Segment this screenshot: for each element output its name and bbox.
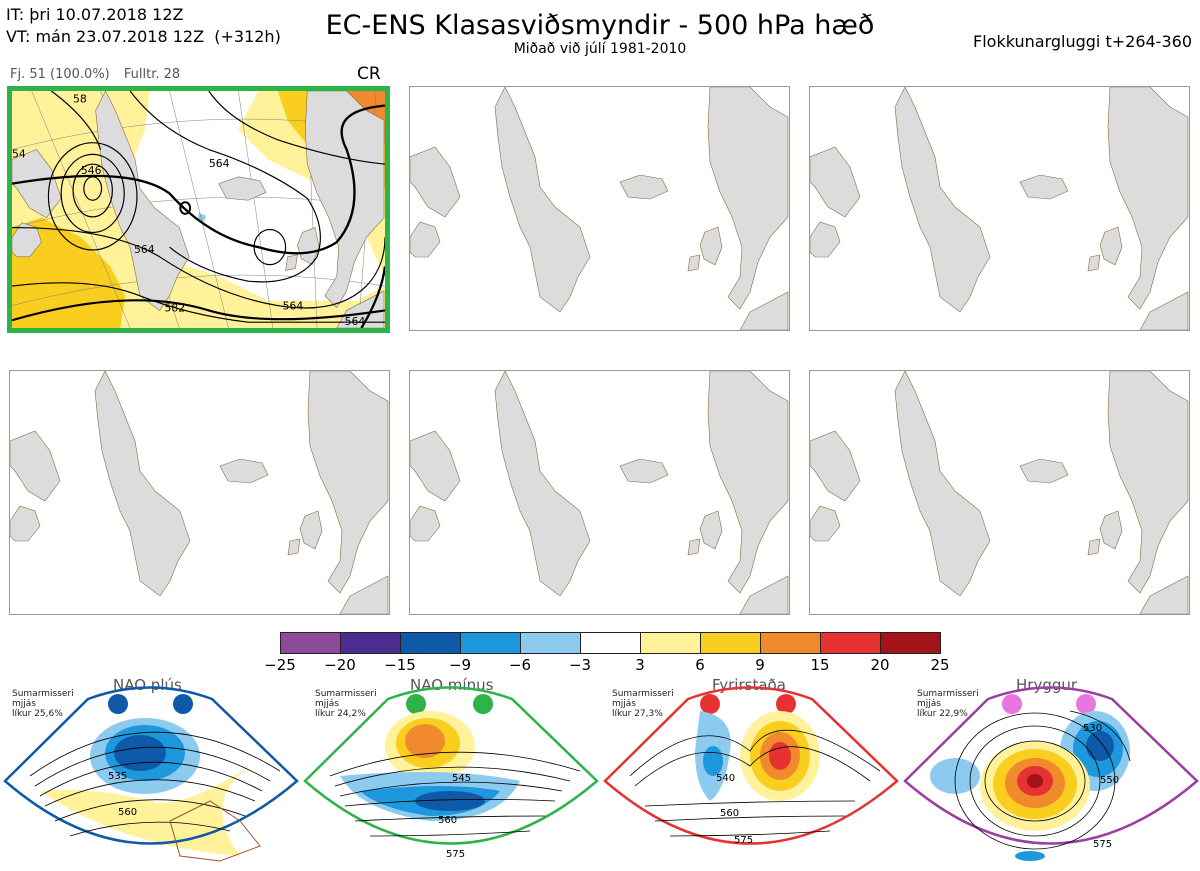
colorbar-tick: 15 bbox=[810, 656, 830, 674]
colorbar-cell bbox=[640, 632, 701, 654]
contour-label: 54 bbox=[12, 147, 26, 160]
colorbar-tick: 25 bbox=[930, 656, 950, 674]
colorbar-cell bbox=[880, 632, 941, 654]
regime-label: 560 bbox=[118, 807, 137, 818]
colorbar-cell bbox=[700, 632, 761, 654]
base-map bbox=[410, 87, 789, 330]
contour-label: 564 bbox=[134, 243, 155, 256]
colorbar-cell bbox=[460, 632, 521, 654]
contour-label: 564 bbox=[345, 315, 366, 328]
regime-label: 575 bbox=[1093, 839, 1112, 850]
regime-meta: Sumarmisseri mjjás líkur 22,9% bbox=[917, 689, 979, 719]
colorbar-tick: 20 bbox=[870, 656, 890, 674]
regime-marker bbox=[700, 694, 720, 714]
cluster-code: CR bbox=[357, 64, 381, 84]
regime-label: 530 bbox=[1083, 723, 1102, 734]
cluster-map-1: 546 564 564 564 582 564 54 58 bbox=[12, 91, 385, 328]
regime-marker bbox=[173, 694, 193, 714]
cluster-panel-5[interactable] bbox=[409, 370, 790, 615]
regime-map: 540 560 575 bbox=[603, 686, 899, 846]
regime-ridge: Sumarmisseri mjjás líkur 22,9% Hryggur 530… bbox=[900, 671, 1200, 871]
cluster-panel-3[interactable] bbox=[809, 86, 1190, 331]
contour-label: 58 bbox=[73, 93, 87, 106]
regime-marker bbox=[406, 694, 426, 714]
cluster-panel-2[interactable] bbox=[409, 86, 790, 331]
regime-map: 535 560 bbox=[3, 686, 299, 862]
regime-marker bbox=[1076, 694, 1096, 714]
colorbar-cell bbox=[280, 632, 341, 654]
colorbar-tick: −20 bbox=[324, 656, 356, 674]
regime-label: 540 bbox=[716, 773, 735, 784]
regime-nao-minus: Sumarmisseri mjjás líkur 24,2% NAO mínus 5… bbox=[300, 671, 600, 871]
regime-label: 560 bbox=[438, 815, 457, 826]
base-map bbox=[410, 371, 789, 614]
contour-label: 564 bbox=[209, 157, 230, 170]
colorbar: −25 −20 −15 −9 −6 −3 3 6 9 15 20 25 bbox=[264, 632, 950, 682]
regime-marker bbox=[473, 694, 493, 714]
colorbar-tick: −25 bbox=[264, 656, 296, 674]
valid-time: VT: mán 23.07.2018 12Z (+312h) bbox=[6, 27, 281, 46]
classification-window: Flokkunargluggi t+264-360 bbox=[973, 32, 1192, 51]
member-count: Fj. 51 (100.0%) bbox=[10, 67, 110, 82]
colorbar-cell bbox=[340, 632, 401, 654]
colorbar-cell bbox=[400, 632, 461, 654]
cluster-panel-6[interactable] bbox=[809, 370, 1190, 615]
regime-label: 560 bbox=[720, 808, 739, 819]
contour-label: 582 bbox=[165, 301, 186, 314]
regime-marker bbox=[108, 694, 128, 714]
regime-label: 545 bbox=[452, 773, 471, 784]
colorbar-cell bbox=[820, 632, 881, 654]
contour-label: 546 bbox=[81, 164, 102, 177]
representative: Fulltr. 28 bbox=[123, 67, 181, 82]
contour-label: 564 bbox=[283, 300, 304, 313]
base-map bbox=[810, 87, 1189, 330]
initial-time: IT: þri 10.07.2018 12Z bbox=[6, 5, 184, 24]
colorbar-tick: −3 bbox=[568, 656, 592, 674]
cluster-panel-1[interactable]: 546 564 564 564 582 564 54 58 bbox=[7, 86, 390, 333]
regime-marker bbox=[1002, 694, 1022, 714]
colorbar-tick: −9 bbox=[448, 656, 472, 674]
base-map bbox=[810, 371, 1189, 614]
cluster-panel-4[interactable] bbox=[9, 370, 390, 615]
regime-label: 575 bbox=[734, 835, 753, 846]
regime-nao-plus: Sumarmisseri mjjás líkur 25,6% NAO plús 53… bbox=[0, 671, 300, 871]
regime-label: 575 bbox=[446, 849, 465, 860]
colorbar-cell bbox=[580, 632, 641, 654]
regime-blocking: Sumarmisseri mjjás líkur 27,3% Fyrirstaða … bbox=[600, 671, 900, 871]
panel-meta: Fj. 51 (100.0%) Fulltr. 28 bbox=[10, 67, 190, 82]
regime-map: 530 550 575 bbox=[903, 686, 1199, 861]
regime-meta: Sumarmisseri mjjás líkur 24,2% bbox=[315, 689, 377, 719]
colorbar-tick: −6 bbox=[508, 656, 532, 674]
regime-map: 545 560 575 bbox=[303, 686, 599, 860]
regime-label: 535 bbox=[108, 771, 127, 782]
colorbar-cell bbox=[520, 632, 581, 654]
regime-label: 550 bbox=[1100, 775, 1119, 786]
page-title: EC-ENS Klasasviðsmyndir - 500 hPa hæð bbox=[325, 10, 875, 41]
colorbar-tick: 6 bbox=[695, 656, 705, 674]
colorbar-cell bbox=[760, 632, 821, 654]
regime-meta: Sumarmisseri mjjás líkur 25,6% bbox=[12, 689, 74, 719]
regime-marker bbox=[776, 694, 796, 714]
colorbar-tick: 3 bbox=[635, 656, 645, 674]
regime-meta: Sumarmisseri mjjás líkur 27,3% bbox=[612, 689, 674, 719]
header-info: IT: þri 10.07.2018 12Z VT: mán 23.07.201… bbox=[6, 4, 281, 48]
colorbar-tick: 9 bbox=[755, 656, 765, 674]
base-map bbox=[10, 371, 389, 614]
colorbar-tick: −15 bbox=[384, 656, 416, 674]
page-subtitle: Miðað við júlí 1981-2010 bbox=[513, 41, 687, 57]
